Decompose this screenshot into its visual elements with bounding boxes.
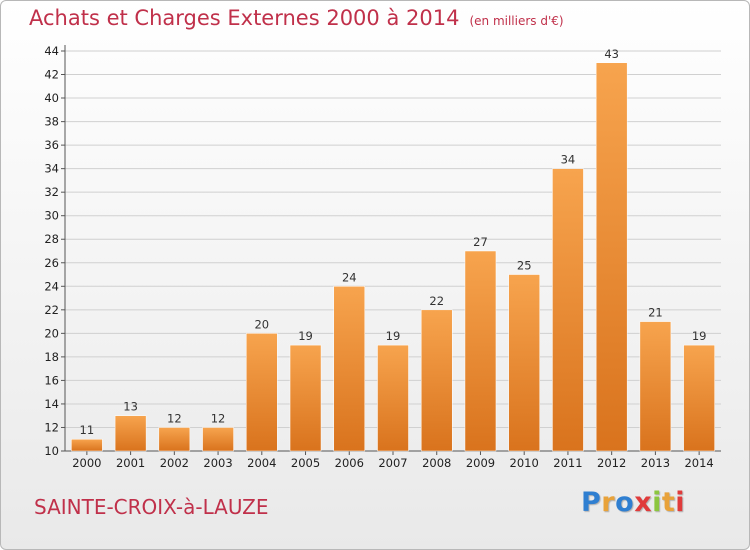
bar <box>289 344 322 452</box>
y-tick-label: 32 <box>44 185 59 199</box>
bar <box>420 309 453 452</box>
logo-letter: t <box>661 487 676 518</box>
bar <box>639 321 672 452</box>
y-tick-label: 40 <box>44 91 59 105</box>
chart-title-block: Achats et Charges Externes 2000 à 2014 (e… <box>29 6 564 30</box>
y-tick-label: 28 <box>44 232 59 246</box>
bar <box>246 333 278 452</box>
y-tick-label: 36 <box>44 138 59 152</box>
logo-letter: i <box>675 487 686 518</box>
logo-letter: i <box>652 487 662 518</box>
bar <box>595 62 628 452</box>
y-tick-label: 12 <box>44 420 59 434</box>
x-tick-label: 2001 <box>116 456 145 470</box>
y-tick-label: 14 <box>44 397 59 411</box>
bar <box>683 344 715 452</box>
bar-value-label: 13 <box>123 400 138 414</box>
bar <box>202 427 234 452</box>
y-tick-label: 26 <box>44 256 59 270</box>
x-tick-label: 2005 <box>291 456 320 470</box>
logo-letter: o <box>615 487 635 518</box>
bar <box>158 427 191 452</box>
y-tick-label: 34 <box>44 162 59 176</box>
bar-value-label: 25 <box>517 259 532 273</box>
logo-letter: r <box>601 487 616 518</box>
bar <box>552 168 584 452</box>
bar <box>464 250 497 452</box>
x-tick-label: 2003 <box>203 456 232 470</box>
y-tick-label: 38 <box>44 115 59 129</box>
bar <box>333 286 366 452</box>
x-tick-label: 2013 <box>641 456 670 470</box>
x-tick-label: 2009 <box>466 456 495 470</box>
bar-value-label: 20 <box>254 317 269 331</box>
bar-value-label: 19 <box>298 329 313 343</box>
y-tick-label: 42 <box>44 68 59 82</box>
x-tick-label: 2000 <box>72 456 101 470</box>
x-tick-label: 2011 <box>553 456 582 470</box>
x-tick-label: 2004 <box>247 456 276 470</box>
bar <box>508 274 540 452</box>
y-tick-label: 30 <box>44 209 59 223</box>
x-tick-label: 2008 <box>422 456 451 470</box>
y-tick-label: 24 <box>44 279 59 293</box>
y-tick-label: 16 <box>44 373 59 387</box>
bar-value-label: 24 <box>342 270 357 284</box>
proxiti-logo[interactable]: Proxiti <box>581 487 685 518</box>
commune-name: SAINTE-CROIX-à-LAUZE <box>34 495 269 519</box>
x-tick-label: 2010 <box>510 456 539 470</box>
labels: 10 12 14 16 18 20 22 24 26 28 30 32 34 36 38 40 42 44 11 20… <box>44 44 713 470</box>
bar <box>377 344 409 452</box>
x-tick-label: 2006 <box>335 456 364 470</box>
bar-value-label: 19 <box>692 329 707 343</box>
x-tick-label: 2012 <box>597 456 626 470</box>
y-tick-label: 10 <box>44 444 59 458</box>
bar <box>114 415 147 452</box>
x-tick-label: 2007 <box>378 456 407 470</box>
bar <box>71 438 103 452</box>
bar-value-label: 12 <box>167 411 182 425</box>
chart-subtitle: (en milliers d'€) <box>469 14 564 28</box>
y-tick-label: 18 <box>44 350 59 364</box>
chart-title: Achats et Charges Externes 2000 à 2014 <box>29 6 460 30</box>
x-tick-label: 2002 <box>160 456 189 470</box>
x-tick-label: 2014 <box>684 456 713 470</box>
bar-value-label: 21 <box>648 306 663 320</box>
bar-value-label: 43 <box>604 47 619 61</box>
logo-letter: x <box>634 487 653 518</box>
y-tick-label: 44 <box>44 44 59 58</box>
logo-letter: P <box>581 487 602 518</box>
bar-value-label: 12 <box>211 411 226 425</box>
bar-value-label: 19 <box>386 329 401 343</box>
y-tick-label: 20 <box>44 326 59 340</box>
bar-value-label: 34 <box>561 153 576 167</box>
bar-value-label: 27 <box>473 235 488 249</box>
bar-value-label: 22 <box>429 294 444 308</box>
bar-value-label: 11 <box>80 423 95 437</box>
y-tick-label: 22 <box>44 303 59 317</box>
bars <box>71 62 715 452</box>
